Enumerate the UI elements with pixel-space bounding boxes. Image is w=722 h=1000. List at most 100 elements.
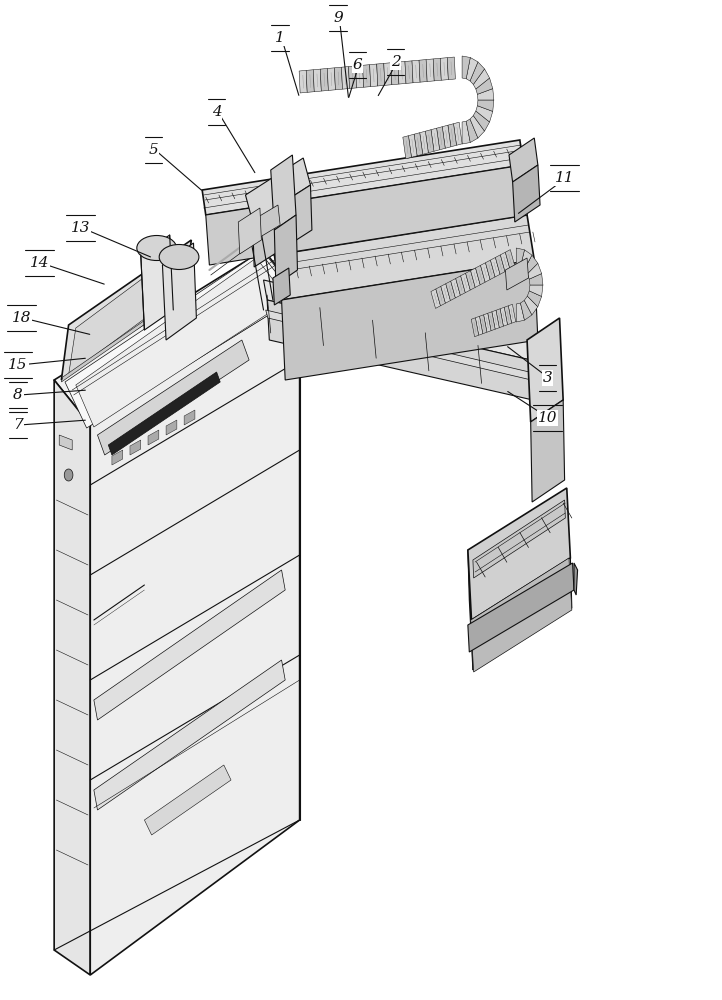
- Text: 8: 8: [13, 388, 23, 402]
- Polygon shape: [327, 68, 336, 90]
- Polygon shape: [441, 284, 451, 303]
- Polygon shape: [431, 128, 440, 151]
- Polygon shape: [355, 65, 364, 88]
- Polygon shape: [453, 122, 462, 145]
- Polygon shape: [505, 258, 529, 290]
- Polygon shape: [476, 106, 493, 122]
- Polygon shape: [468, 563, 574, 652]
- Polygon shape: [419, 60, 427, 82]
- Polygon shape: [370, 64, 378, 87]
- Polygon shape: [504, 306, 512, 325]
- Polygon shape: [391, 62, 399, 85]
- Polygon shape: [466, 57, 478, 81]
- Polygon shape: [409, 134, 417, 157]
- Polygon shape: [61, 240, 191, 380]
- Polygon shape: [471, 558, 572, 672]
- Polygon shape: [238, 208, 261, 254]
- Polygon shape: [206, 165, 527, 265]
- Polygon shape: [500, 252, 510, 272]
- Text: 7: 7: [13, 418, 23, 432]
- Polygon shape: [474, 111, 490, 131]
- Polygon shape: [440, 58, 448, 80]
- Polygon shape: [529, 274, 543, 285]
- Polygon shape: [495, 255, 505, 274]
- Polygon shape: [384, 63, 392, 85]
- Polygon shape: [184, 410, 195, 425]
- Polygon shape: [130, 440, 141, 455]
- Polygon shape: [529, 285, 543, 296]
- Polygon shape: [468, 550, 473, 670]
- Text: 10: 10: [537, 411, 557, 425]
- Polygon shape: [527, 318, 563, 422]
- Polygon shape: [69, 245, 188, 375]
- Polygon shape: [448, 57, 456, 80]
- Polygon shape: [437, 127, 445, 150]
- Polygon shape: [477, 89, 494, 100]
- Polygon shape: [403, 136, 412, 159]
- Polygon shape: [94, 570, 285, 720]
- Text: 11: 11: [554, 171, 575, 185]
- Polygon shape: [524, 296, 538, 315]
- Polygon shape: [462, 121, 470, 144]
- Polygon shape: [461, 273, 470, 293]
- Polygon shape: [471, 318, 479, 337]
- Polygon shape: [405, 61, 413, 83]
- Polygon shape: [377, 63, 385, 86]
- Polygon shape: [476, 78, 493, 94]
- Polygon shape: [313, 69, 321, 92]
- Polygon shape: [342, 67, 349, 89]
- Polygon shape: [477, 100, 494, 111]
- Polygon shape: [162, 243, 196, 340]
- Polygon shape: [470, 62, 484, 84]
- Polygon shape: [527, 291, 542, 307]
- Polygon shape: [282, 260, 538, 380]
- Polygon shape: [508, 304, 516, 323]
- Polygon shape: [574, 563, 578, 595]
- Circle shape: [64, 469, 73, 481]
- Polygon shape: [94, 660, 285, 810]
- Polygon shape: [425, 130, 434, 153]
- Text: 1: 1: [275, 31, 285, 45]
- Polygon shape: [500, 307, 508, 326]
- Polygon shape: [531, 400, 565, 502]
- Polygon shape: [321, 68, 329, 91]
- Polygon shape: [398, 61, 406, 84]
- Polygon shape: [527, 263, 542, 279]
- Polygon shape: [448, 124, 456, 147]
- Polygon shape: [349, 66, 357, 89]
- Text: 14: 14: [30, 256, 50, 270]
- Polygon shape: [521, 300, 532, 320]
- Polygon shape: [471, 558, 572, 670]
- Polygon shape: [513, 165, 540, 222]
- Polygon shape: [484, 313, 491, 332]
- Polygon shape: [471, 268, 480, 287]
- Polygon shape: [456, 276, 465, 295]
- Polygon shape: [443, 125, 451, 148]
- Polygon shape: [61, 292, 186, 382]
- Polygon shape: [274, 215, 534, 300]
- Polygon shape: [481, 263, 490, 282]
- Polygon shape: [426, 59, 434, 82]
- Text: 4: 4: [212, 105, 222, 119]
- Polygon shape: [271, 155, 296, 230]
- Text: 13: 13: [71, 221, 91, 235]
- Polygon shape: [492, 310, 499, 329]
- Polygon shape: [264, 280, 531, 360]
- Polygon shape: [419, 131, 428, 154]
- Ellipse shape: [136, 235, 176, 260]
- Polygon shape: [59, 435, 72, 450]
- Polygon shape: [488, 312, 495, 331]
- Ellipse shape: [159, 244, 199, 269]
- Polygon shape: [445, 281, 456, 301]
- Polygon shape: [202, 140, 523, 215]
- Polygon shape: [475, 316, 483, 335]
- Polygon shape: [516, 248, 524, 267]
- Polygon shape: [490, 257, 500, 277]
- Polygon shape: [470, 116, 484, 138]
- Polygon shape: [253, 185, 312, 267]
- Polygon shape: [141, 235, 173, 330]
- Polygon shape: [451, 278, 461, 298]
- Polygon shape: [334, 67, 342, 90]
- Polygon shape: [524, 255, 538, 274]
- Polygon shape: [112, 450, 123, 465]
